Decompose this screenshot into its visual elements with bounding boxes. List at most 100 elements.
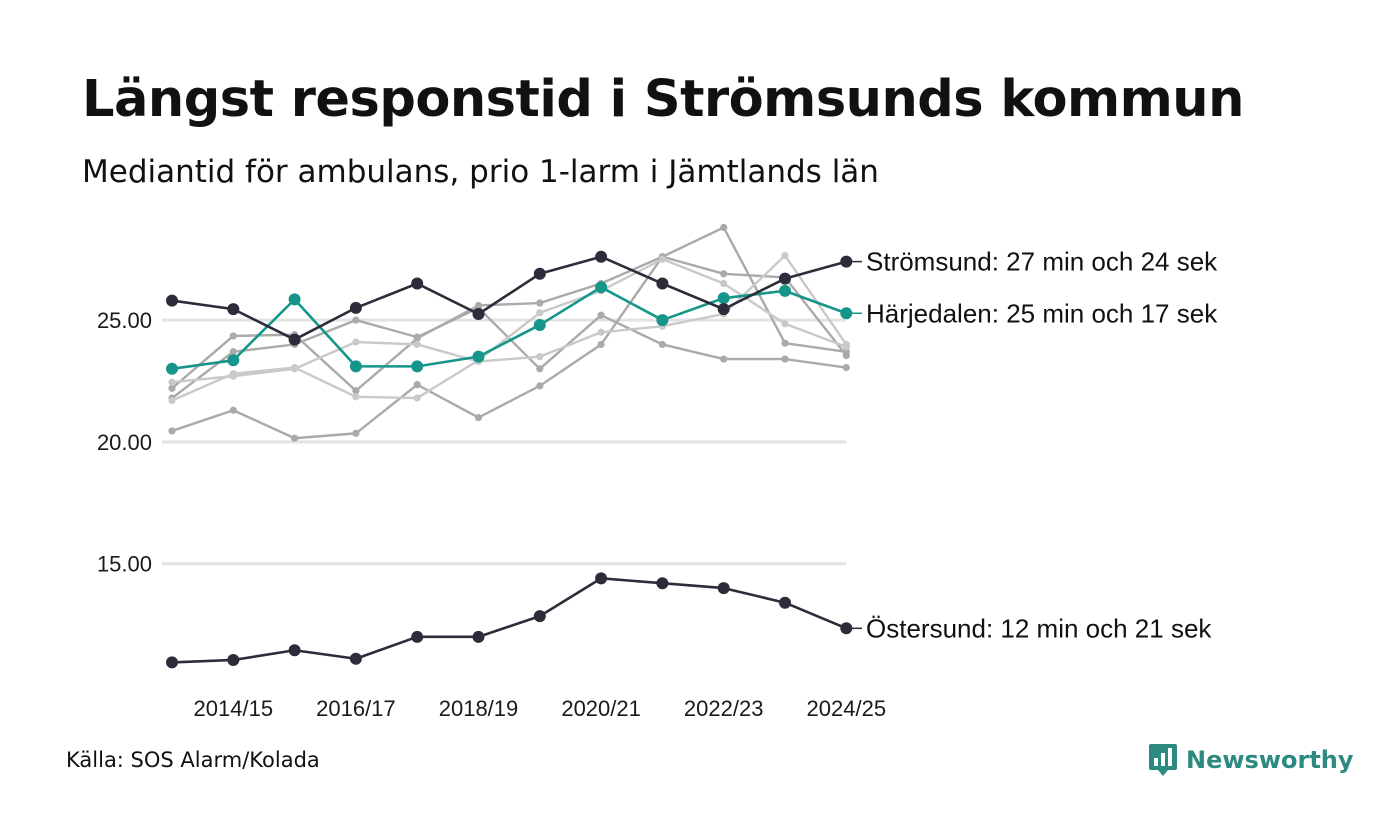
data-point — [781, 355, 789, 363]
data-point — [352, 387, 360, 395]
data-point — [229, 406, 237, 414]
data-point — [349, 652, 362, 665]
y-tick-label: 25.00 — [97, 308, 152, 333]
series-end-label: Strömsund: 27 min och 24 sek — [866, 247, 1218, 277]
data-point — [656, 314, 669, 327]
series-östersund — [166, 572, 853, 669]
data-point — [168, 396, 176, 405]
data-point — [595, 572, 608, 585]
data-point — [291, 363, 299, 372]
data-point — [536, 309, 544, 317]
data-point — [717, 292, 730, 305]
data-point — [166, 294, 178, 307]
data-point — [595, 250, 608, 263]
series-härjedalen — [166, 281, 853, 375]
data-point — [168, 378, 176, 386]
data-point — [229, 348, 237, 356]
data-point — [720, 355, 728, 363]
bar-chart-logo-icon — [1149, 744, 1177, 776]
data-point — [352, 393, 360, 401]
data-point — [352, 429, 360, 437]
brand-name: Newsworthy — [1186, 746, 1354, 774]
data-point — [779, 272, 791, 285]
data-point — [720, 270, 728, 278]
data-point — [474, 413, 483, 422]
series-end-label: Östersund: 12 min och 21 sek — [866, 613, 1212, 643]
data-point — [533, 318, 546, 331]
data-point — [658, 255, 667, 263]
data-point — [168, 384, 176, 392]
data-point — [168, 427, 176, 435]
data-point — [595, 281, 608, 294]
data-point — [656, 577, 669, 590]
data-point — [536, 382, 544, 390]
data-point — [288, 644, 301, 657]
x-tick-label: 2016/17 — [316, 696, 396, 721]
series-åre — [168, 255, 850, 405]
data-point — [597, 340, 605, 349]
data-point — [658, 340, 667, 349]
data-point — [533, 610, 546, 623]
data-point — [413, 381, 421, 389]
data-point — [842, 363, 850, 372]
series-line — [171, 255, 847, 341]
data-point — [227, 354, 240, 367]
data-point — [656, 277, 669, 290]
series-line — [171, 306, 847, 400]
data-point — [229, 370, 237, 378]
data-point — [227, 653, 240, 666]
data-point — [352, 338, 360, 346]
data-point — [536, 299, 544, 307]
data-point — [717, 303, 730, 316]
data-point — [227, 303, 240, 316]
data-point — [349, 360, 362, 373]
data-point — [536, 353, 544, 361]
data-point — [166, 362, 178, 375]
chart-title: Längst responstid i Strömsunds kommun — [82, 70, 1244, 129]
data-point — [288, 333, 301, 346]
data-point — [533, 267, 546, 280]
y-tick-label: 20.00 — [97, 430, 152, 455]
series-line — [171, 257, 847, 402]
data-point — [229, 332, 237, 340]
data-point — [472, 630, 485, 643]
data-point — [842, 351, 850, 360]
series-line — [171, 285, 847, 371]
data-point — [411, 360, 424, 373]
data-point — [413, 333, 421, 341]
data-point — [411, 630, 424, 643]
data-point — [291, 434, 299, 442]
data-point — [166, 656, 178, 669]
data-point — [413, 394, 421, 402]
data-point — [597, 328, 605, 336]
data-point — [781, 251, 789, 260]
series-strömsund — [166, 250, 853, 346]
data-point — [717, 582, 730, 595]
series-line — [171, 255, 848, 440]
x-tick-label: 2020/21 — [561, 696, 641, 721]
data-point — [597, 311, 605, 319]
data-point — [472, 350, 485, 363]
data-point — [352, 316, 360, 324]
data-point — [720, 279, 728, 288]
data-point — [781, 339, 789, 347]
series-end-label: Härjedalen: 25 min och 17 sek — [866, 298, 1218, 328]
source-note: Källa: SOS Alarm/Kolada — [66, 748, 320, 772]
series-line — [171, 226, 847, 392]
y-tick-label: 15.00 — [97, 552, 152, 577]
x-tick-label: 2014/15 — [194, 696, 274, 721]
series-line — [171, 577, 847, 664]
x-tick-label: 2024/25 — [807, 696, 887, 721]
data-point — [536, 365, 544, 373]
data-point — [413, 340, 421, 349]
data-point — [779, 596, 791, 609]
data-point — [779, 284, 791, 297]
data-point — [411, 277, 424, 290]
data-point — [472, 307, 485, 320]
data-point — [349, 301, 362, 314]
data-point — [720, 223, 728, 232]
x-tick-label: 2018/19 — [439, 696, 519, 721]
chart-subtitle: Mediantid för ambulans, prio 1-larm i Jä… — [82, 154, 879, 190]
data-point — [842, 343, 850, 351]
x-tick-label: 2022/23 — [684, 696, 764, 721]
